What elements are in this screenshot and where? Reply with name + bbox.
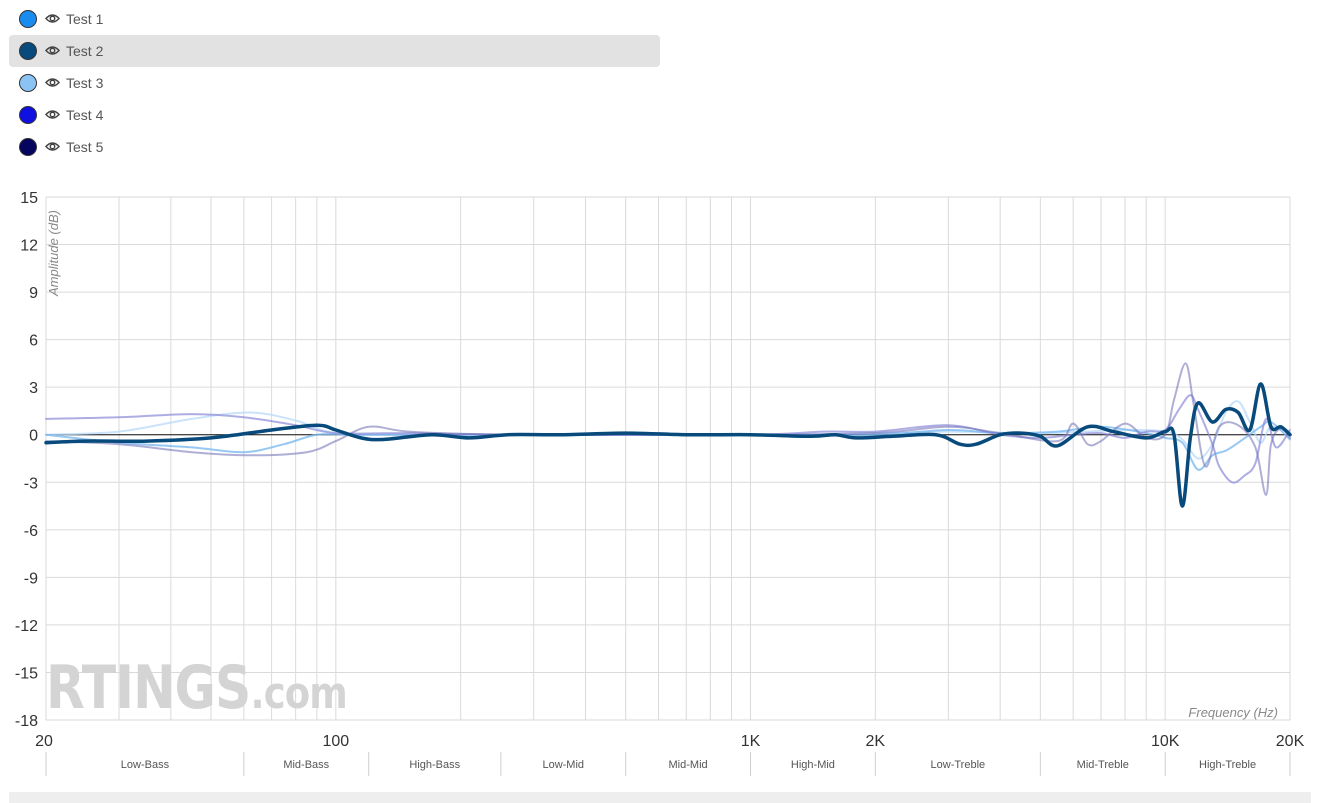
eye-icon[interactable]: [45, 76, 60, 89]
band-label-mid-mid: Mid-Mid: [669, 759, 708, 771]
band-label-low-mid: Low-Mid: [542, 759, 584, 771]
y-tick-label: -15: [15, 665, 38, 682]
frequency-bands: Low-Bass Mid-Bass High-Bass Low-Mid Mid-Mid H…: [45, 752, 1291, 776]
legend-item-test-1[interactable]: Test 1: [9, 3, 660, 35]
x-tick-label: 1K: [741, 733, 761, 750]
color-swatch[interactable]: [19, 74, 37, 92]
grid: [45, 196, 1291, 721]
legend-item-label: Test 3: [66, 75, 104, 91]
band-label-high-bass: High-Bass: [409, 759, 460, 771]
y-tick-label: 6: [29, 333, 38, 350]
rtings-watermark: RTINGS.com: [46, 658, 348, 719]
legend: Test 1 Test 2 Test 3 Test 4 Test 5: [9, 3, 660, 163]
y-tick-label: -9: [24, 570, 38, 587]
band-label-low-treble: Low-Treble: [931, 759, 986, 771]
legend-item-test-4[interactable]: Test 4: [9, 99, 660, 131]
eye-icon[interactable]: [45, 12, 60, 25]
x-axis-label: Frequency (Hz): [1188, 705, 1278, 720]
series-line-test-1: [45, 400, 1291, 460]
y-tick-label: -3: [24, 475, 38, 492]
y-tick-label: -18: [15, 713, 38, 730]
watermark-main: RTINGS: [46, 653, 251, 723]
y-axis-label: Amplitude (dB): [46, 210, 61, 297]
series-line-test-5: [45, 362, 1291, 497]
color-swatch[interactable]: [19, 106, 37, 124]
series-line-test-2: [44, 382, 1292, 508]
y-tick-label: 0: [29, 428, 38, 445]
x-tick-label: 10K: [1151, 733, 1180, 750]
legend-item-label: Test 5: [66, 139, 104, 155]
y-tick-label: 9: [29, 285, 38, 302]
series-line-test-3: [45, 420, 1291, 471]
y-tick-label: 12: [20, 238, 38, 255]
legend-item-test-2[interactable]: Test 2: [9, 35, 660, 67]
legend-item-label: Test 1: [66, 11, 104, 27]
legend-item-test-5[interactable]: Test 5: [9, 131, 660, 163]
band-label-mid-bass: Mid-Bass: [283, 759, 329, 771]
legend-item-label: Test 4: [66, 107, 104, 123]
color-swatch[interactable]: [19, 42, 37, 60]
y-tick-label: 3: [29, 380, 38, 397]
eye-icon[interactable]: [45, 140, 60, 153]
eye-icon[interactable]: [45, 44, 60, 57]
series-lines: [44, 362, 1292, 508]
x-tick-label: 20: [35, 733, 53, 750]
band-label-low-bass: Low-Bass: [121, 759, 170, 771]
y-tick-label: -12: [15, 618, 38, 635]
watermark-suffix: .com: [250, 668, 347, 719]
x-tick-label: 2K: [866, 733, 886, 750]
eye-icon[interactable]: [45, 108, 60, 121]
legend-item-label: Test 2: [66, 43, 104, 59]
y-tick-label: 15: [20, 190, 38, 207]
band-label-mid-treble: Mid-Treble: [1077, 759, 1129, 771]
band-label-high-mid: High-Mid: [791, 759, 835, 771]
x-tick-label: 20K: [1276, 733, 1305, 750]
color-swatch[interactable]: [19, 138, 37, 156]
axis-labels: 15 12 9 6 3 0 -3 -6 -9 -12 -15 -18 20 100 1K 2K 10K 20K: [15, 190, 1305, 750]
legend-item-test-3[interactable]: Test 3: [9, 67, 660, 99]
color-swatch[interactable]: [19, 10, 37, 28]
y-tick-label: -6: [24, 523, 38, 540]
band-label-high-treble: High-Treble: [1199, 759, 1256, 771]
bottom-bar: [9, 792, 1311, 803]
x-tick-label: 100: [322, 733, 349, 750]
